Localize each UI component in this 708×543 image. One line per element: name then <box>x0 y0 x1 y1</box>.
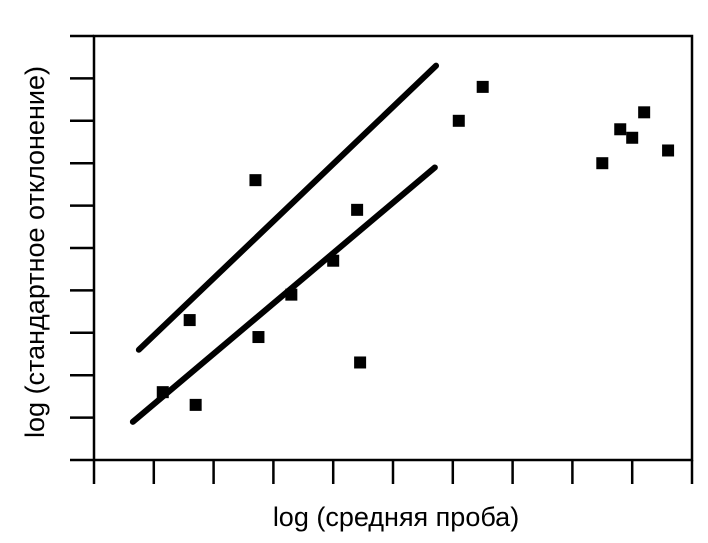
data-point-11 <box>596 157 609 170</box>
data-point-12 <box>614 123 627 136</box>
axes <box>70 34 694 484</box>
trend-lines <box>129 62 440 425</box>
data-point-14 <box>638 106 651 119</box>
data-point-8 <box>354 356 367 369</box>
plot-frame <box>92 34 694 462</box>
data-point-0 <box>156 386 169 399</box>
data-point-1 <box>183 314 196 327</box>
data-point-5 <box>285 288 298 301</box>
data-point-4 <box>252 331 265 344</box>
data-point-9 <box>452 114 465 127</box>
trend-line-0 <box>135 62 440 353</box>
data-point-13 <box>626 131 639 144</box>
data-point-2 <box>189 398 202 411</box>
trend-line-1 <box>129 164 438 425</box>
x-axis-label: log (средняя проба) <box>273 502 519 532</box>
data-point-15 <box>662 144 675 157</box>
data-point-6 <box>327 254 340 267</box>
data-point-3 <box>249 174 262 187</box>
y-axis-label: log (стандартное отклонение) <box>20 66 50 438</box>
data-point-10 <box>476 80 489 93</box>
data-point-7 <box>351 203 364 216</box>
data-points <box>156 80 675 411</box>
